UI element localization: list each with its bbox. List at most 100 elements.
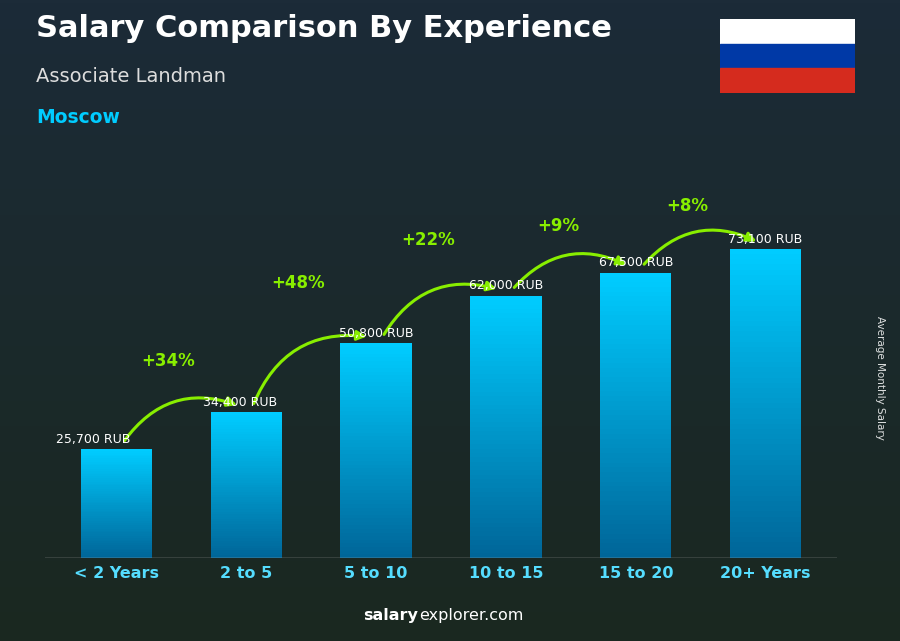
Bar: [81, 532, 152, 534]
Bar: [730, 476, 801, 481]
Text: Average Monthly Salary: Average Monthly Salary: [875, 316, 886, 440]
Bar: [340, 486, 412, 490]
Bar: [211, 449, 282, 451]
Bar: [211, 483, 282, 485]
Bar: [470, 492, 542, 497]
Bar: [211, 439, 282, 442]
Bar: [600, 349, 671, 353]
Bar: [730, 496, 801, 501]
Bar: [730, 362, 801, 367]
Bar: [720, 19, 855, 44]
Bar: [600, 477, 671, 481]
Text: +9%: +9%: [536, 217, 579, 235]
Bar: [81, 489, 152, 491]
Bar: [730, 522, 801, 527]
Bar: [340, 451, 412, 454]
Bar: [600, 524, 671, 529]
Bar: [81, 547, 152, 549]
Bar: [211, 442, 282, 444]
Bar: [730, 259, 801, 264]
Bar: [211, 463, 282, 465]
Bar: [470, 335, 542, 340]
Bar: [730, 553, 801, 558]
Bar: [730, 249, 801, 254]
Bar: [730, 460, 801, 465]
Bar: [730, 290, 801, 296]
Bar: [211, 458, 282, 461]
Bar: [730, 264, 801, 270]
Bar: [211, 495, 282, 497]
Bar: [81, 553, 152, 554]
Bar: [600, 415, 671, 420]
Bar: [81, 503, 152, 505]
Bar: [81, 507, 152, 509]
Bar: [81, 531, 152, 532]
Bar: [211, 468, 282, 470]
Bar: [340, 547, 412, 551]
Bar: [730, 326, 801, 331]
Bar: [470, 475, 542, 479]
Bar: [211, 497, 282, 499]
Bar: [340, 436, 412, 440]
Bar: [340, 554, 412, 558]
Bar: [340, 393, 412, 397]
Bar: [81, 505, 152, 507]
Bar: [470, 405, 542, 410]
Bar: [470, 488, 542, 492]
Bar: [470, 435, 542, 440]
Bar: [470, 501, 542, 505]
Bar: [730, 491, 801, 496]
Bar: [600, 510, 671, 515]
Bar: [211, 476, 282, 478]
Bar: [600, 515, 671, 520]
Bar: [600, 520, 671, 524]
Bar: [211, 437, 282, 439]
Bar: [730, 413, 801, 419]
Bar: [470, 344, 542, 348]
Bar: [340, 515, 412, 519]
Bar: [211, 490, 282, 492]
Bar: [340, 533, 412, 537]
Bar: [730, 296, 801, 301]
Bar: [730, 352, 801, 357]
Bar: [81, 551, 152, 553]
Bar: [600, 544, 671, 548]
Bar: [340, 386, 412, 390]
Bar: [340, 426, 412, 429]
Bar: [600, 329, 671, 335]
Bar: [600, 272, 671, 278]
Bar: [211, 531, 282, 533]
Bar: [470, 523, 542, 527]
Text: 50,800 RUB: 50,800 RUB: [338, 327, 413, 340]
Bar: [211, 555, 282, 558]
Bar: [730, 280, 801, 285]
Bar: [600, 529, 671, 534]
Bar: [81, 516, 152, 518]
Bar: [600, 410, 671, 415]
Bar: [211, 553, 282, 555]
Bar: [81, 529, 152, 531]
Bar: [730, 439, 801, 444]
Bar: [730, 316, 801, 321]
Bar: [81, 556, 152, 558]
Bar: [470, 313, 542, 318]
Bar: [211, 422, 282, 424]
Bar: [470, 527, 542, 531]
Bar: [340, 440, 412, 444]
Bar: [720, 44, 855, 69]
Bar: [340, 519, 412, 522]
Bar: [730, 388, 801, 393]
Bar: [211, 514, 282, 517]
Bar: [730, 506, 801, 512]
Bar: [600, 387, 671, 392]
Bar: [600, 382, 671, 387]
Bar: [730, 444, 801, 449]
Bar: [470, 462, 542, 466]
Bar: [730, 270, 801, 275]
Bar: [81, 480, 152, 481]
Bar: [340, 544, 412, 547]
Bar: [600, 487, 671, 491]
Bar: [81, 465, 152, 467]
Bar: [470, 322, 542, 326]
Bar: [730, 321, 801, 326]
